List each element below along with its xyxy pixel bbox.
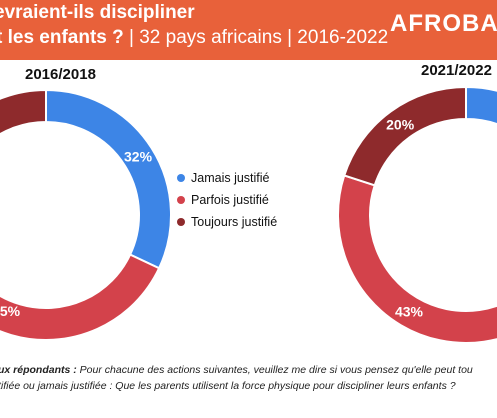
header-subtitle: | 32 pays africains | 2016-2022 xyxy=(123,27,389,48)
donut-slice-2016-jamais xyxy=(45,88,172,270)
brand-logo: AFROBAR xyxy=(390,10,497,37)
header-title-line2: t les enfants ? | 32 pays africains | 20… xyxy=(0,27,388,49)
donut-slice-2021-parfois xyxy=(337,174,497,344)
legend-item-toujours: Toujours justifié xyxy=(177,214,287,230)
legend-label-toujours: Toujours justifié xyxy=(191,215,278,229)
legend-label-jamais: Jamais justifié xyxy=(191,171,270,185)
donut-label-2021-toujours: 20% xyxy=(386,116,415,132)
legend-label-parfois: Parfois justifié xyxy=(191,193,269,207)
header-bar: evraient-ils discipliner t les enfants ?… xyxy=(0,0,497,60)
header-title-bold: t les enfants ? xyxy=(0,27,124,48)
legend-item-parfois: Parfois justifié xyxy=(177,192,287,208)
donut-slice-2021-toujours xyxy=(343,85,467,187)
legend-item-jamais: Jamais justifié xyxy=(177,170,287,186)
footnote-question: Pour chacune des actions suivantes, veui… xyxy=(76,364,473,376)
donut-label-2021-parfois: 43% xyxy=(395,303,424,319)
donut-slice-2016-toujours xyxy=(0,88,47,136)
legend-dot-toujours xyxy=(177,218,185,226)
footnote: ux répondants : Pour chacune des actions… xyxy=(0,362,497,394)
footnote-line1: ux répondants : Pour chacune des actions… xyxy=(0,362,497,378)
donut-slice-2021-jamais xyxy=(465,85,497,126)
footnote-line2: tifiée ou jamais justifiée : Que les par… xyxy=(0,380,456,392)
chart-title-2021: 2021/2022 xyxy=(421,62,492,79)
legend: Jamais justifié Parfois justifié Toujour… xyxy=(177,170,287,230)
header-title-line1: evraient-ils discipliner xyxy=(0,2,195,23)
chart-title-2016: 2016/2018 xyxy=(25,66,96,83)
donut-label-2016-parfois: 5% xyxy=(0,303,21,319)
legend-dot-jamais xyxy=(177,174,185,182)
donut-charts: 32% 5% 43% 20% xyxy=(0,85,497,344)
legend-dot-parfois xyxy=(177,196,185,204)
donut-slice-2016-parfois xyxy=(0,253,161,341)
donut-label-2016-jamais: 32% xyxy=(124,149,153,165)
footnote-label: ux répondants : xyxy=(0,364,77,376)
